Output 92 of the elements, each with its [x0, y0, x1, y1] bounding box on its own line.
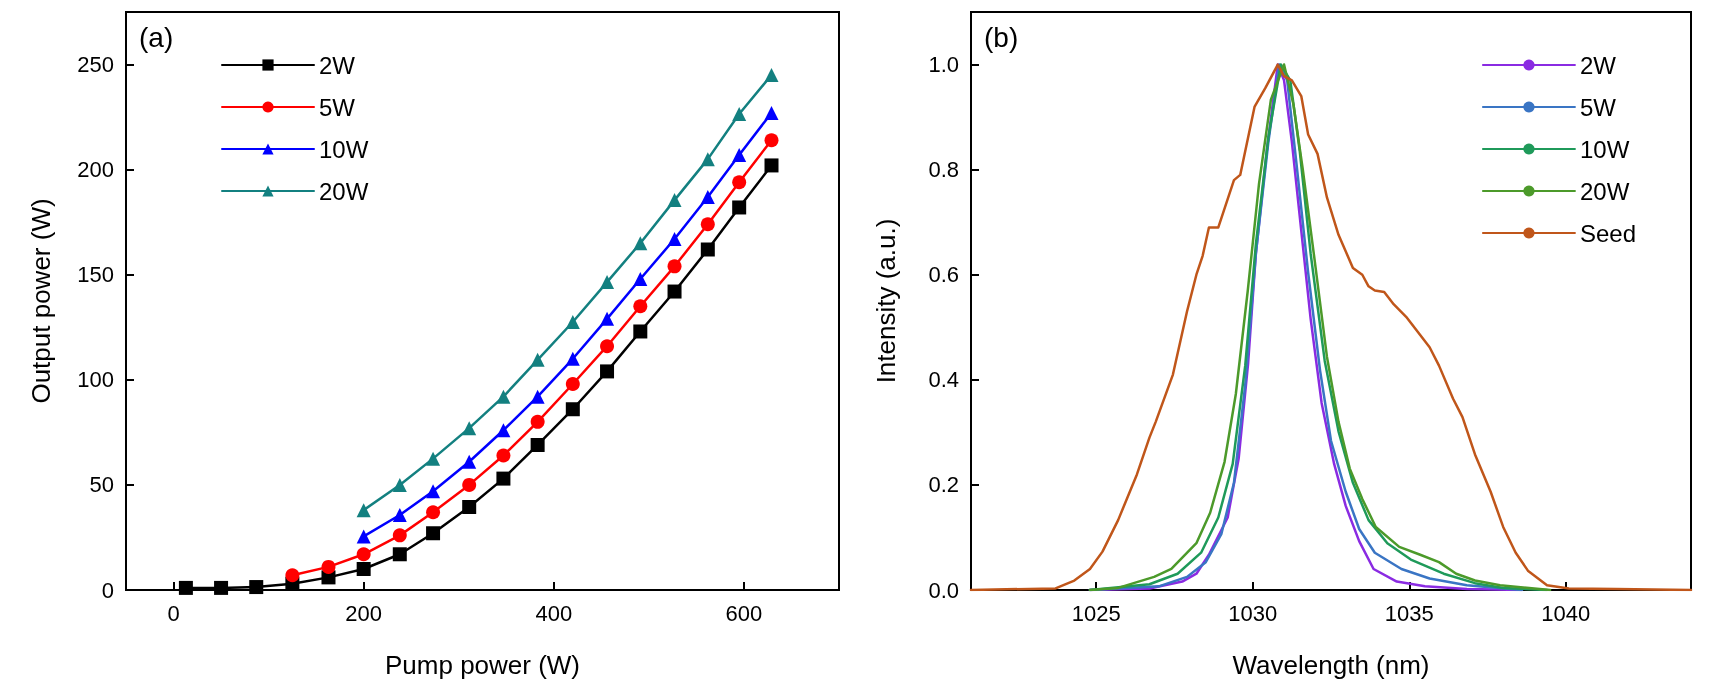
point: [285, 568, 300, 583]
point: [392, 547, 407, 562]
point: [249, 580, 264, 595]
point: [633, 236, 648, 251]
legend-label: 10W: [1579, 135, 1630, 163]
point: [600, 275, 615, 290]
y-tick-label: 0: [101, 577, 114, 603]
point: [462, 454, 477, 469]
legend-label: 2W: [1579, 51, 1617, 79]
legend-label: 20W: [1579, 177, 1630, 205]
y-tick-label: 150: [77, 262, 114, 288]
point: [700, 189, 715, 204]
point: [530, 352, 545, 367]
point: [633, 324, 648, 339]
legend-label: 5W: [319, 93, 356, 121]
x-tick-label: 1030: [1228, 600, 1278, 626]
y-tick-label: 100: [77, 367, 114, 393]
legend-label: 5W: [1579, 93, 1617, 121]
legend-label: Seed: [1579, 219, 1637, 247]
legend-label: 2W: [319, 51, 356, 79]
y-tick-label: 200: [77, 157, 114, 183]
point: [214, 580, 229, 595]
point: [732, 147, 747, 162]
y-axis-title: Intensity (a.u.): [871, 218, 901, 384]
point: [700, 152, 715, 167]
point: [764, 105, 779, 120]
point: [633, 271, 648, 286]
point: [633, 299, 648, 314]
y-tick-label: 0.2: [928, 472, 959, 498]
x-tick-label: 1025: [1071, 600, 1121, 626]
point: [356, 561, 371, 576]
chart-title: (b): [984, 21, 1019, 53]
y-axis-title: Output power (W): [26, 198, 56, 404]
point: [667, 193, 682, 208]
point: [496, 471, 511, 486]
point: [392, 507, 407, 522]
point: [700, 217, 715, 232]
y-tick-label: 0.0: [928, 577, 959, 603]
point: [565, 315, 580, 330]
point: [496, 389, 511, 404]
x-axis-title: Wavelength (nm): [1232, 650, 1430, 680]
legend-label: 10W: [319, 135, 369, 163]
point: [764, 158, 779, 173]
point: [667, 259, 682, 274]
x-tick-label: 200: [345, 600, 383, 626]
x-tick-label: 600: [725, 600, 763, 626]
point: [321, 559, 336, 574]
point: [356, 547, 371, 562]
point: [530, 389, 545, 404]
point: [426, 451, 441, 466]
point: [356, 529, 371, 544]
point: [600, 339, 615, 354]
point: [178, 580, 193, 595]
legend-label: 20W: [319, 177, 369, 205]
x-tick-label: 1035: [1384, 600, 1434, 626]
y-tick-label: 0.8: [928, 157, 959, 183]
point: [700, 242, 715, 257]
y-tick-label: 50: [89, 472, 114, 498]
point: [565, 351, 580, 366]
point: [392, 528, 407, 543]
point: [426, 526, 441, 541]
point: [462, 499, 477, 514]
point: [667, 232, 682, 246]
x-tick-label: 400: [535, 600, 573, 626]
point: [732, 106, 747, 121]
y-tick-label: 0.4: [928, 367, 959, 393]
point: [764, 133, 779, 148]
x-axis-title: Pump power (W): [384, 650, 581, 680]
point: [565, 402, 580, 417]
chart-title: (a): [139, 21, 174, 53]
point: [600, 311, 615, 326]
point: [732, 200, 747, 215]
point: [565, 377, 580, 392]
point: [667, 284, 682, 299]
point: [426, 484, 441, 499]
point: [462, 421, 477, 436]
point: [426, 505, 441, 520]
point: [530, 414, 545, 429]
y-tick-label: 0.6: [928, 262, 959, 288]
point: [392, 477, 407, 492]
y-tick-label: 250: [77, 52, 114, 78]
x-tick-label: 0: [167, 600, 180, 626]
x-tick-label: 1040: [1541, 600, 1591, 626]
point: [732, 175, 747, 190]
point: [530, 437, 545, 452]
point: [764, 68, 779, 83]
point: [462, 477, 477, 492]
point: [356, 503, 371, 518]
point: [496, 448, 511, 463]
point: [600, 364, 615, 379]
y-tick-label: 1.0: [928, 52, 959, 78]
point: [496, 423, 511, 438]
